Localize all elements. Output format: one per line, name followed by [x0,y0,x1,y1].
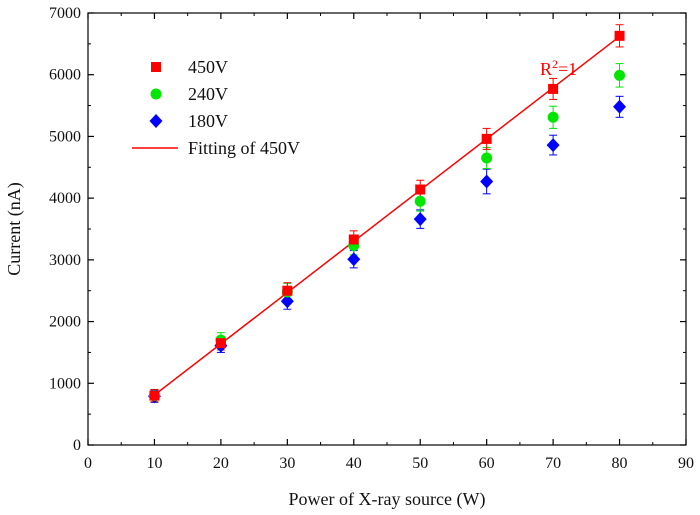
y-tick-label: 7000 [49,5,81,22]
data-point-450V [149,390,160,401]
x-tick-label: 40 [346,455,362,472]
r-squared-annotation: R2=1 [540,57,577,79]
data-point-240V [547,111,559,123]
y-tick-label: 5000 [49,128,81,145]
y-tick-label: 2000 [49,314,81,331]
data-point-450V [348,234,359,245]
data-point-450V [548,83,559,94]
data-point-450V [481,133,492,144]
y-axis-title: Current (nA) [4,182,25,275]
data-point-180V [480,174,494,189]
x-tick-label: 70 [545,455,561,472]
data-point-450V [415,184,426,195]
y-tick-label: 4000 [49,190,81,207]
x-axis-title: Power of X-ray source (W) [289,489,486,510]
x-tick-label: 90 [678,455,694,472]
legend-marker-180V [149,114,163,128]
legend-label: Fitting of 450V [188,138,300,158]
data-point-450V [215,338,226,349]
x-tick-label: 60 [479,455,495,472]
x-tick-label: 80 [612,455,628,472]
axes: 0 10 20 30 40 50 60 70 80 90 0 1000 2000 3000 4000 5000… [4,5,694,510]
legend: 450V 240V 180V Fitting of 450V [132,57,300,158]
legend-marker-240V [150,88,162,100]
plot-area [147,24,627,404]
data-point-180V [413,212,427,227]
data-point-240V [414,195,426,207]
annotation-part: R [540,59,552,79]
data-point-180V [280,294,294,309]
legend-label: 180V [188,111,228,131]
data-point-450V [282,285,293,296]
y-tick-label: 6000 [49,67,81,84]
legend-marker-450V [151,62,161,72]
x-tick-label: 10 [146,455,162,472]
data-point-240V [614,69,626,81]
x-tick-label: 0 [84,455,92,472]
data-point-240V [481,152,493,164]
data-point-180V [546,138,560,153]
annotation-part: 2 [552,57,558,71]
x-tick-label: 30 [279,455,295,472]
y-tick-label: 0 [73,437,81,454]
x-tick-label: 50 [412,455,428,472]
annotation-part: =1 [558,59,577,79]
y-tick-label: 3000 [49,252,81,269]
plot-frame [87,12,687,446]
data-point-450V [614,30,625,41]
x-tick-label: 20 [213,455,229,472]
legend-label: 450V [188,57,228,77]
data-point-180V [613,99,627,114]
data-point-180V [347,252,361,267]
y-tick-label: 1000 [49,375,81,392]
legend-label: 240V [188,84,228,104]
fit-line [153,35,621,396]
